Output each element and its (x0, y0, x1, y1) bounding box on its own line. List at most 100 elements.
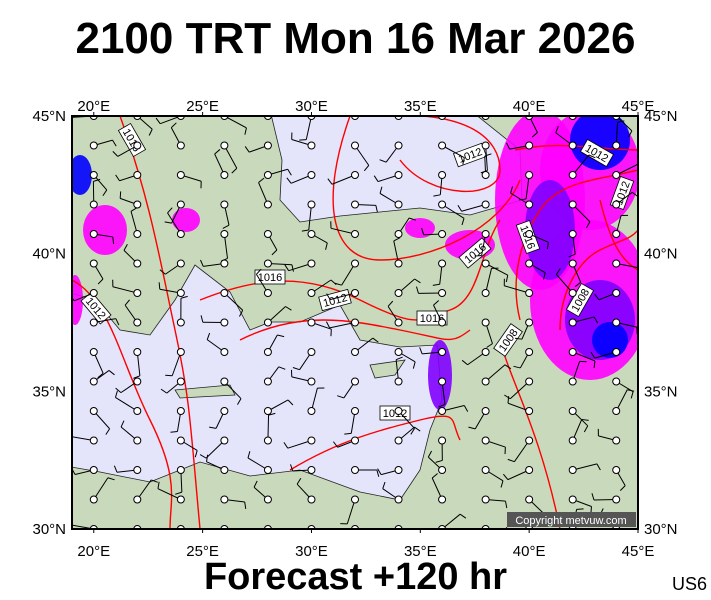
station-marker (133, 348, 142, 356)
wind-barb-flag (93, 178, 101, 182)
wind-barb-flag (199, 454, 207, 459)
wind-barb-flag (284, 264, 290, 271)
wind-barb (461, 204, 486, 212)
wind-barb-flag (112, 151, 119, 157)
wind-barb-flag (507, 396, 510, 404)
wind-barb-flag (115, 387, 122, 394)
wind-barb-flag (285, 306, 292, 311)
station-marker (307, 230, 316, 238)
station-marker (307, 200, 316, 209)
station-marker (481, 318, 490, 327)
station-marker (438, 377, 447, 386)
wind-barb-flag (130, 207, 138, 212)
crete (174, 384, 236, 399)
station-marker (394, 466, 403, 474)
wind-barb-flag (531, 132, 538, 138)
wind-barb (311, 528, 313, 529)
isobar (559, 229, 638, 331)
copyright-text: Copyright metvuw.com (515, 515, 626, 527)
station-marker (176, 171, 185, 179)
station-marker (176, 318, 185, 327)
wind-barb (354, 528, 355, 529)
wind-barb-flag (630, 391, 634, 399)
wind-barb-flag (408, 217, 416, 221)
wind-barb (513, 440, 530, 462)
station-marker (612, 230, 621, 238)
station-marker (263, 318, 272, 327)
station-marker (394, 200, 403, 209)
wind-barb-flag (457, 205, 463, 212)
station-marker (133, 200, 142, 209)
wind-barb-flag (416, 286, 419, 294)
wind-barb-flag (486, 343, 493, 348)
lon-label: 45°E (622, 98, 655, 115)
wind-barb-flag (332, 441, 338, 448)
station-marker (351, 495, 359, 504)
wind-barb-flag (414, 426, 421, 432)
precip-area (405, 218, 435, 238)
station-marker (394, 141, 403, 150)
wind-barb-flag (597, 106, 601, 112)
wind-barb (330, 227, 356, 235)
wind-barb (267, 263, 292, 266)
station-marker (394, 377, 403, 386)
station-marker (568, 377, 577, 386)
station-marker (568, 436, 577, 445)
wind-barb-flag (576, 508, 584, 510)
lon-label: 40°E (513, 98, 546, 115)
station-marker (568, 259, 577, 268)
station-marker (307, 348, 316, 356)
copyright-box (507, 512, 636, 527)
wind-barb-flag (514, 337, 523, 340)
lat-label: 35°N (32, 383, 66, 400)
station-marker (438, 466, 447, 474)
wind-barb-flag (244, 127, 247, 135)
wind-barb-flag (555, 126, 559, 133)
station-marker (394, 289, 403, 297)
wind-barb-flag (107, 477, 115, 481)
station-marker (89, 259, 98, 268)
wind-barb (572, 116, 575, 117)
wind-barb-flag (506, 142, 511, 150)
wind-barb-flag (325, 242, 328, 250)
station-marker (351, 407, 359, 415)
map-title: 2100 TRT Mon 16 Mar 2026 (75, 14, 636, 63)
wind-barb (484, 116, 486, 117)
wind-barb-flag (200, 259, 204, 267)
lat-label: 45°N (32, 108, 66, 125)
station-marker (220, 259, 229, 268)
wind-barb (93, 477, 109, 500)
wind-barb (441, 145, 465, 159)
station-marker (133, 318, 142, 327)
station-marker (133, 230, 142, 238)
wind-barb-flag (120, 420, 125, 428)
lon-label: 20°E (77, 98, 110, 115)
wind-barb (354, 116, 355, 117)
wind-barb-flag (158, 282, 161, 290)
station-marker (394, 407, 403, 415)
station-marker (525, 230, 534, 238)
station-marker (612, 407, 621, 415)
wind-barb-flag (463, 405, 469, 412)
lat-label: 40°N (644, 246, 678, 263)
wind-barb-flag (395, 356, 403, 361)
wind-barb (287, 440, 312, 449)
wind-barb (485, 364, 506, 382)
wind-barb-flag (292, 367, 300, 371)
station-marker (263, 200, 272, 209)
station-marker (220, 466, 229, 474)
precip-area (570, 116, 630, 170)
wind-barb (305, 116, 312, 140)
isobar-label-box (452, 142, 488, 168)
wind-barb (572, 154, 590, 176)
wind-barb-flag (500, 480, 504, 488)
wind-barb-flag (114, 390, 118, 398)
wind-barb-flag (421, 227, 425, 235)
wind-barb-flag (627, 389, 635, 392)
station-marker (438, 318, 447, 327)
wind-barb-flag (244, 146, 250, 153)
station-marker (220, 348, 229, 356)
wind-barb-flag (631, 191, 638, 197)
station-marker (481, 436, 490, 445)
wind-barb-flag (379, 186, 383, 194)
